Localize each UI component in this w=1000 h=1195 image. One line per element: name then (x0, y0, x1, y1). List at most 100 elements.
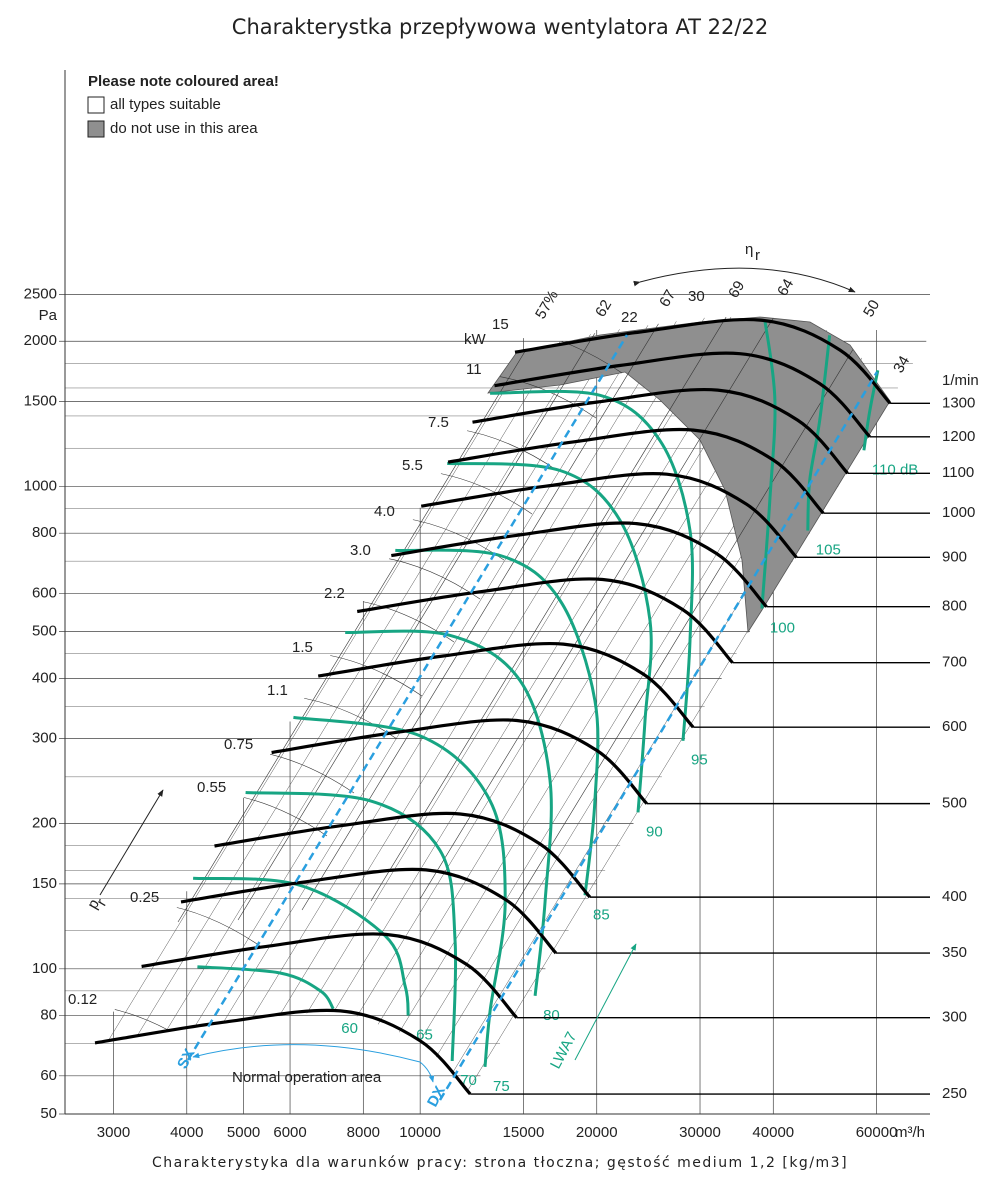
rpm-label: 900 (942, 548, 967, 565)
sx-label: SX (174, 1046, 198, 1072)
fan-curve (141, 932, 518, 1019)
efficiency-line (419, 316, 781, 900)
power-line (431, 471, 533, 515)
y-tick-label: 1000 (24, 477, 57, 494)
y-tick-label: 60 (40, 1067, 57, 1084)
y-tick-label: 80 (40, 1007, 57, 1024)
y-tick-label: 500 (32, 623, 57, 640)
dx-label: DX (424, 1083, 449, 1109)
x-tick-label: 10000 (399, 1124, 441, 1141)
x-tick-label: 60000 (856, 1124, 898, 1141)
y-tick-label: 600 (32, 584, 57, 601)
power-line (159, 903, 261, 947)
fan-curve (180, 867, 558, 955)
x-unit: m³/h (895, 1124, 925, 1141)
dx-line (438, 371, 879, 1101)
legend-item: all types suitable (110, 96, 221, 113)
y-unit: Pa (39, 307, 58, 324)
power-label: 11 (466, 361, 482, 378)
footer: Charakterystyka dla warunków pracy: stro… (152, 1155, 848, 1171)
pressure-arrow (99, 789, 164, 896)
legend-swatch (87, 120, 105, 138)
rpm-label: 500 (942, 795, 967, 812)
diagonal-line (107, 316, 589, 1084)
noise-label: 105 (816, 542, 841, 559)
rpm-unit: 1/min (942, 372, 979, 389)
noise-label: 85 (593, 906, 610, 923)
power-label: 15 (492, 316, 509, 333)
rpm-label: 350 (942, 944, 967, 961)
power-label: 0.55 (197, 779, 226, 796)
diagonal-line (299, 321, 781, 1093)
noise-curve (293, 715, 507, 1068)
efficiency-label: 67 (656, 287, 679, 310)
rpm-label: 300 (942, 1009, 967, 1026)
efficiency-label: 57% (532, 287, 562, 322)
fan-curve (514, 317, 892, 405)
efficiency-line (237, 327, 599, 921)
y-tick-label: 300 (32, 730, 57, 747)
efficiency-line (177, 329, 539, 923)
power-label: 5.5 (402, 457, 423, 474)
efficiency-label: 62 (592, 297, 615, 320)
sx-line (186, 334, 629, 1061)
fan-curve (356, 577, 734, 664)
noise-label: 110 dB (872, 461, 918, 478)
noise-curve (490, 389, 694, 741)
y-tick-label: 2000 (24, 332, 57, 349)
efficiency-label: 50 (860, 297, 883, 320)
efficiency-line (301, 317, 663, 911)
noise-curve (245, 791, 458, 1062)
noise-label: 75 (493, 1078, 510, 1095)
efficiency-label: 69 (725, 278, 748, 301)
power-label: 4.0 (374, 503, 395, 520)
y-tick-label: 2500 (24, 285, 57, 302)
y-tick-label: 1500 (24, 392, 57, 409)
dx-arrow (419, 1061, 435, 1083)
power-label: 0.12 (68, 991, 97, 1008)
rpm-label: 250 (942, 1085, 967, 1102)
y-tick-label: 150 (32, 875, 57, 892)
noise-curve (345, 629, 553, 996)
rpm-label: 1300 (942, 394, 975, 411)
noise-arrow (574, 943, 637, 1061)
rpm-label: 700 (942, 654, 967, 671)
rpm-label: 1100 (942, 464, 974, 481)
diagonal-line (179, 316, 661, 1093)
efficiency-sub: r (755, 247, 760, 264)
rpm-label: 1000 (942, 504, 975, 521)
y-tick-label: 100 (32, 960, 57, 977)
diagonal-line (251, 316, 733, 1093)
fan-curve (271, 718, 648, 805)
power-label: 2.2 (324, 585, 345, 602)
x-tick-label: 3000 (97, 1124, 130, 1141)
efficiency-symbol: η (745, 241, 753, 258)
noise-curve (806, 335, 832, 531)
diagonal-line (155, 316, 637, 1091)
fan-curve (472, 387, 849, 475)
x-tick-label: 6000 (273, 1124, 306, 1141)
diagonal-line (275, 318, 757, 1093)
fan-curve (494, 351, 871, 438)
x-tick-label: 30000 (679, 1124, 721, 1141)
noise-curve (197, 965, 335, 1010)
x-tick-label: 8000 (347, 1124, 380, 1141)
power-label: 22 (621, 309, 638, 326)
diagonal-line (227, 316, 709, 1093)
diagonal-line (95, 316, 541, 1078)
x-tick-label: 5000 (227, 1124, 260, 1141)
rpm-label: 400 (942, 888, 967, 905)
power-label: 1.5 (292, 639, 313, 656)
fan-curve (214, 811, 592, 899)
legend-swatch (87, 96, 105, 114)
noise-curve (447, 461, 653, 813)
power-label: 7.5 (428, 414, 449, 431)
power-label: 3.0 (350, 542, 371, 559)
x-tick-label: 15000 (503, 1124, 545, 1141)
rpm-label: 600 (942, 718, 967, 735)
noise-label: 80 (543, 1007, 560, 1024)
power-label: 0.75 (224, 736, 253, 753)
efficiency-line (370, 316, 732, 902)
